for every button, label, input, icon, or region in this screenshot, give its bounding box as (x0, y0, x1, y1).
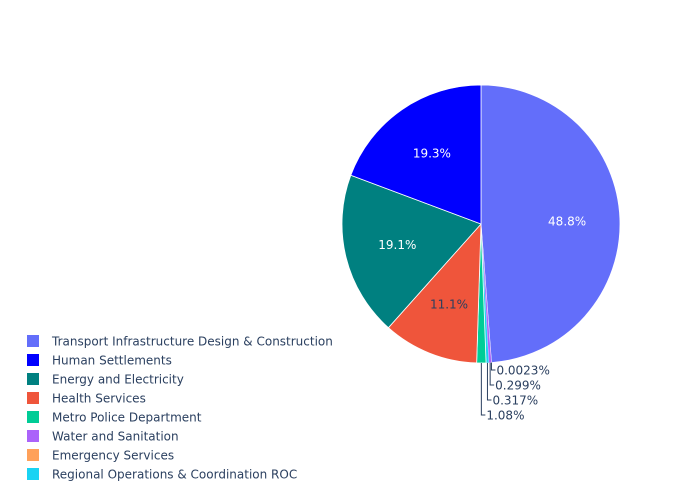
legend-label: Regional Operations & Coordination ROC (52, 468, 297, 482)
legend-swatch (27, 430, 39, 442)
legend-swatch (27, 411, 39, 423)
legend-swatch (27, 392, 39, 404)
legend-label: Transport Infrastructure Design & Constr… (51, 335, 333, 349)
legend-item-metro-police-department[interactable]: Metro Police Department (27, 411, 202, 425)
legend-swatch (27, 373, 39, 385)
slice-label-energy-and-electricity: 19.1% (378, 238, 416, 252)
legend-item-health-services[interactable]: Health Services (27, 392, 146, 406)
slice-label-human-settlements: 19.3% (413, 147, 451, 161)
slice-label-transport-infrastructure-design-construction: 48.8% (548, 214, 586, 228)
legend-label: Health Services (52, 392, 146, 406)
outside-label-leaders (480, 362, 496, 416)
pie-slice-human-settlements (350, 84, 482, 225)
pie-slices (341, 84, 621, 364)
pie-slice-transport-infrastructure-design-construction (480, 84, 621, 364)
legend-label: Metro Police Department (52, 411, 202, 425)
legend-swatch (27, 449, 39, 461)
legend-label: Emergency Services (52, 449, 174, 463)
legend-item-energy-and-electricity[interactable]: Energy and Electricity (27, 373, 184, 387)
leader-line-metro-police-department (480, 362, 486, 416)
legend-swatch (27, 354, 39, 366)
legend-item-transport-infrastructure-design-construction[interactable]: Transport Infrastructure Design & Constr… (27, 335, 333, 349)
legend-item-water-and-sanitation[interactable]: Water and Sanitation (27, 430, 179, 444)
legend-swatch (27, 468, 39, 480)
legend-swatch (27, 335, 39, 347)
legend-item-human-settlements[interactable]: Human Settlements (27, 354, 172, 368)
leader-line-emergency-services (490, 362, 496, 371)
slice-labels: 48.8% 11.1% 19.1% 19.3% 0.0023%0.299%0.317%1… (378, 147, 586, 423)
slice-label-metro-police-department: 1.08% (486, 409, 524, 423)
leader-line-regional-operations-coordination-roc (486, 362, 492, 401)
legend-label: Energy and Electricity (52, 373, 184, 387)
legend: Transport Infrastructure Design & Constr… (27, 335, 333, 482)
pie-slice-health-services (387, 222, 482, 364)
slice-label-health-services: 11.1% (430, 298, 468, 312)
legend-item-emergency-services[interactable]: Emergency Services (27, 449, 174, 463)
slice-label-regional-operations-coordination-roc: 0.317% (492, 394, 538, 408)
legend-label: Human Settlements (52, 354, 172, 368)
legend-label: Water and Sanitation (52, 430, 179, 444)
leader-line-water-and-sanitation (489, 362, 495, 386)
slice-label-emergency-services: 0.0023% (496, 364, 549, 378)
legend-item-regional-operations-coordination-roc[interactable]: Regional Operations & Coordination ROC (27, 468, 297, 482)
slice-label-water-and-sanitation: 0.299% (495, 379, 541, 393)
pie-slice-energy-and-electricity (341, 174, 482, 329)
